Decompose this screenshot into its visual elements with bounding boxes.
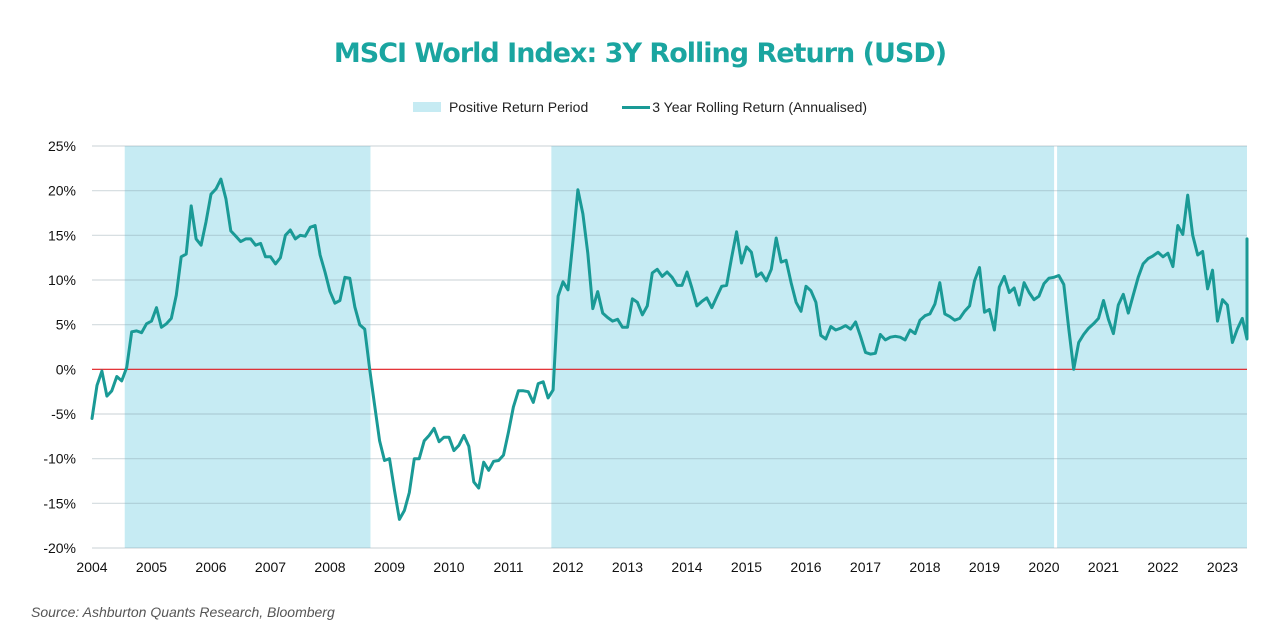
x-tick-label: 2019 [969, 559, 1000, 575]
series-line-rolling-return [90, 177, 1249, 521]
y-axis-ticks: 25% 20% 15% 10% 5% 0% -5% -10% -15% -20% [43, 138, 76, 556]
y-tick-label: -5% [51, 406, 76, 422]
x-tick-label: 2006 [195, 559, 226, 575]
x-tick-label: 2011 [493, 559, 523, 575]
y-tick-label: 15% [48, 227, 76, 243]
x-tick-label: 2014 [671, 559, 702, 575]
x-tick-label: 2007 [255, 559, 286, 575]
x-tick-label: 2004 [76, 559, 107, 575]
y-tick-label: -15% [43, 495, 76, 511]
x-tick-label: 2017 [850, 559, 881, 575]
positive-period-2 [551, 146, 1055, 548]
x-axis-ticks: 2004 2005 2006 2007 2008 2009 2010 2011 2012 2013… [76, 559, 1238, 575]
legend-item-rolling-return: 3 Year Rolling Return (Annualised) [622, 99, 867, 115]
y-tick-label: 25% [48, 138, 76, 154]
x-tick-label: 2016 [790, 559, 821, 575]
x-tick-label: 2013 [612, 559, 643, 575]
x-tick-label: 2018 [909, 559, 940, 575]
x-tick-label: 2023 [1207, 559, 1238, 575]
x-tick-label: 2021 [1088, 559, 1119, 575]
series-line-layer [90, 177, 1249, 521]
positive-period-3 [1057, 146, 1247, 548]
y-tick-label: -20% [43, 540, 76, 556]
x-tick-label: 2009 [374, 559, 405, 575]
x-tick-label: 2015 [731, 559, 762, 575]
legend-area-swatch [412, 102, 441, 112]
x-tick-label: 2012 [552, 559, 583, 575]
y-tick-label: 20% [48, 183, 76, 199]
y-tick-label: -10% [43, 451, 76, 467]
legend-item-positive-period: Positive Return Period [412, 99, 589, 115]
positive-period-shading [124, 146, 1247, 548]
x-tick-label: 2010 [433, 559, 464, 575]
x-tick-label: 2022 [1147, 559, 1178, 575]
legend-line-label: 3 Year Rolling Return (Annualised) [652, 99, 868, 115]
legend: Positive Return Period 3 Year Rolling Re… [0, 99, 1280, 115]
chart-title: MSCI World Index: 3Y Rolling Return (USD… [333, 38, 947, 69]
legend-area-label: Positive Return Period [448, 99, 589, 115]
y-tick-label: 5% [56, 317, 76, 333]
positive-period-1 [124, 146, 371, 548]
x-tick-label: 2020 [1028, 559, 1059, 575]
source-note: Source: Ashburton Quants Research, Bloom… [31, 604, 335, 620]
y-tick-label: 10% [48, 272, 76, 288]
legend-line-swatch [622, 105, 651, 109]
y-tick-label: 0% [56, 361, 76, 377]
x-tick-label: 2008 [314, 559, 345, 575]
x-tick-label: 2005 [136, 559, 167, 575]
